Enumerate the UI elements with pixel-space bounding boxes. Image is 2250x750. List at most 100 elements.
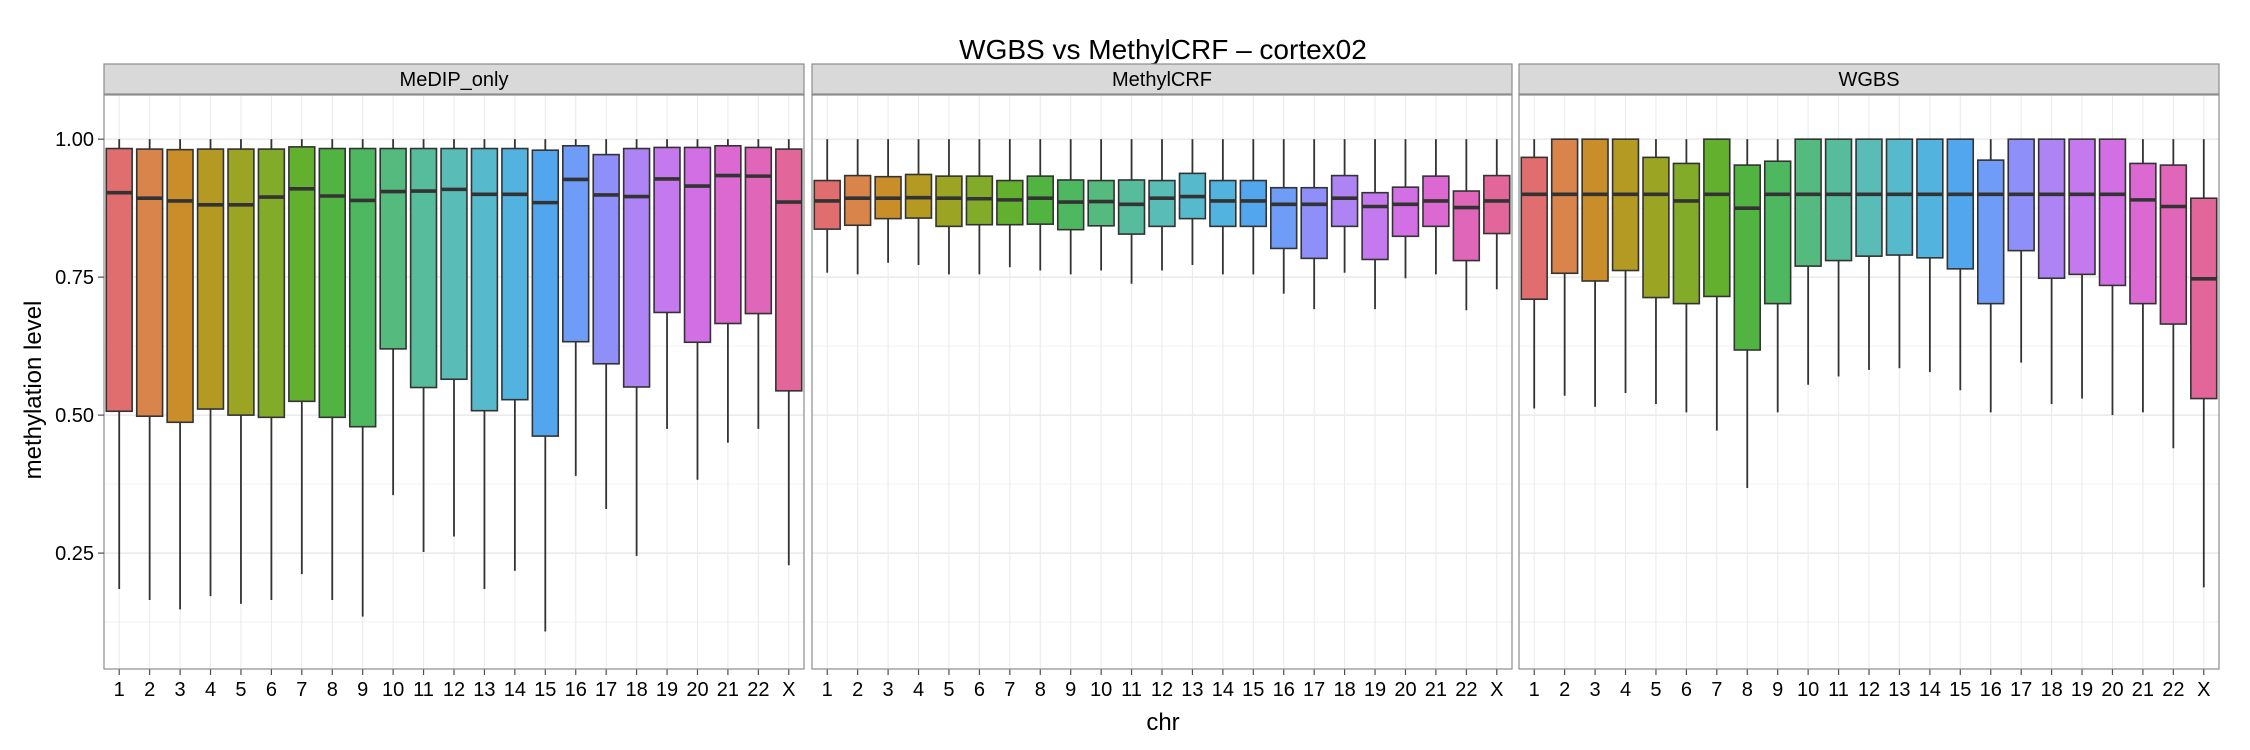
box-body <box>379 147 407 350</box>
box-15 <box>531 139 560 632</box>
x-tick-label: 2 <box>1559 679 1570 701</box>
box-16 <box>562 139 590 476</box>
box-body <box>775 148 803 392</box>
x-tick-label: 6 <box>266 679 277 701</box>
box-X <box>2190 139 2218 588</box>
box-body <box>1056 179 1085 231</box>
chart-title: WGBS vs MethylCRF – cortex02 <box>959 34 1367 65</box>
box-body <box>1300 186 1328 260</box>
box-13 <box>470 139 499 589</box>
box-body <box>227 148 255 416</box>
box-body <box>409 147 438 389</box>
box-11 <box>409 139 438 552</box>
box-7 <box>288 139 316 575</box>
x-tick-label: 5 <box>1650 679 1661 701</box>
x-tick-label: 3 <box>1590 679 1601 701</box>
box-body <box>843 174 872 227</box>
box-body <box>683 146 712 344</box>
x-tick-label: 6 <box>1681 679 1692 701</box>
box-4 <box>1611 138 1640 394</box>
box-20 <box>683 139 712 480</box>
x-tick-label: 4 <box>1620 679 1631 701</box>
box-10 <box>1087 139 1115 271</box>
box-body <box>2159 164 2188 325</box>
box-X <box>775 139 803 566</box>
box-20 <box>2098 138 2127 416</box>
y-axis-title: methylation level <box>20 301 47 480</box>
x-tick-label: 15 <box>1242 679 1264 701</box>
box-14 <box>501 139 529 571</box>
box-11 <box>1824 138 1853 377</box>
x-tick-label: 7 <box>1004 679 1015 701</box>
x-tick-label: 12 <box>1858 679 1880 701</box>
facet-strip-label: WGBS <box>1838 69 1899 91</box>
y-tick-label: 1.00 <box>55 129 94 151</box>
x-tick-label: 17 <box>2010 679 2032 701</box>
x-tick-label: 22 <box>747 679 769 701</box>
box-body <box>935 175 963 228</box>
panel-border <box>103 94 805 670</box>
box-body <box>1794 138 1822 267</box>
box-21 <box>714 139 742 443</box>
box-body <box>1581 138 1609 282</box>
box-body <box>531 149 560 437</box>
box-2 <box>1550 138 1579 396</box>
box-body <box>135 148 164 418</box>
box-body <box>1611 138 1640 272</box>
x-tick-label: 19 <box>656 679 678 701</box>
box-17 <box>2007 138 2035 363</box>
box-18 <box>1330 139 1359 273</box>
y-tick-label: 0.25 <box>55 543 94 565</box>
box-body <box>166 148 194 424</box>
x-tick-label: 7 <box>1711 679 1722 701</box>
x-tick-label: 21 <box>717 679 739 701</box>
box-body <box>2037 138 2066 280</box>
x-tick-label: 12 <box>443 679 465 701</box>
x-tick-label: X <box>1490 679 1503 701</box>
box-19 <box>2068 138 2096 399</box>
box-body <box>653 146 681 314</box>
x-tick-label: 18 <box>625 679 647 701</box>
y-tick-label: 0.50 <box>55 405 94 427</box>
box-body <box>1520 156 1548 301</box>
x-tick-label: 20 <box>686 679 708 701</box>
box-body <box>1733 164 1761 351</box>
box-2 <box>843 139 872 275</box>
x-tick-label: 3 <box>883 679 894 701</box>
box-12 <box>1148 139 1176 271</box>
x-tick-label: 14 <box>1212 679 1234 701</box>
box-11 <box>1117 139 1146 284</box>
x-tick-label: 9 <box>1772 679 1783 701</box>
x-tick-label: 22 <box>2162 679 2184 701</box>
box-body <box>501 147 529 401</box>
box-body <box>318 147 346 419</box>
x-tick-label: 19 <box>1364 679 1386 701</box>
x-tick-label: 13 <box>1888 679 1910 701</box>
x-tick-label: 11 <box>413 679 434 701</box>
box-8 <box>318 139 346 601</box>
x-tick-label: 16 <box>1980 679 2002 701</box>
box-body <box>2068 138 2096 276</box>
box-body <box>1239 179 1268 228</box>
box-1 <box>1520 139 1548 409</box>
box-6 <box>965 139 994 275</box>
panel-border <box>811 94 1513 670</box>
x-tick-label: 20 <box>2101 679 2123 701</box>
box-5 <box>227 139 255 604</box>
box-3 <box>874 139 902 263</box>
x-tick-label: 19 <box>2071 679 2093 701</box>
box-body <box>1855 138 1883 257</box>
box-X <box>1483 139 1511 290</box>
x-tick-label: 11 <box>1121 679 1142 701</box>
box-8 <box>1026 139 1054 271</box>
box-5 <box>1642 139 1670 405</box>
x-tick-label: 2 <box>144 679 155 701</box>
x-tick-label: 20 <box>1394 679 1416 701</box>
box-body <box>996 179 1024 226</box>
box-1 <box>105 139 133 589</box>
x-tick-label: 13 <box>1181 679 1203 701</box>
box-body <box>592 153 620 365</box>
x-tick-label: 1 <box>114 679 125 701</box>
box-4 <box>904 139 933 265</box>
